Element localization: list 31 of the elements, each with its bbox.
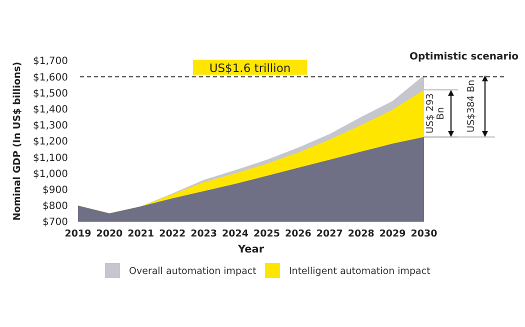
x-tick-label: 2026 [284,228,312,240]
x-tick-label: 2021 [128,228,154,240]
x-axis-title: Year [236,244,265,256]
x-tick-label: 2023 [190,228,218,240]
x-tick-label: 2020 [96,228,124,240]
y-tick-label: $1,200 [33,136,68,148]
x-tick-label: 2027 [316,228,343,240]
x-tick-label: 2025 [254,228,280,240]
legend-label: Intelligent automation impact [289,266,431,277]
y-axis-title: Nominal GDP (In US$ billions) [12,62,23,221]
y-tick-label: $1,300 [33,120,68,132]
x-tick-label: 2030 [410,228,438,240]
x-tick-label: 2024 [222,228,249,240]
y-tick-label: $1,100 [33,152,68,164]
x-tick-label: 2019 [64,228,92,240]
legend-label: Overall automation impact [129,266,257,277]
text: US$ 293 Bn [425,93,446,134]
y-tick-label: $800 [42,201,68,212]
y-tick-label: $1,700 [33,56,68,68]
x-tick-label: 2028 [348,228,375,240]
y-tick-label: $900 [42,185,68,196]
y-tick-label: $1,500 [33,88,68,100]
ref-line-label: US$1.6 trillion [209,60,291,75]
x-tick-label: 2029 [379,228,406,240]
annotation: Optimistic scenario [409,52,519,63]
text: US$384 Bn [466,80,477,132]
y-tick-label: $1,600 [33,72,68,84]
x-tick-label: 2022 [159,228,186,240]
y-tick-label: $700 [42,217,68,228]
y-tick-label: $1,400 [33,104,68,116]
y-tick-label: $1,000 [33,168,68,180]
